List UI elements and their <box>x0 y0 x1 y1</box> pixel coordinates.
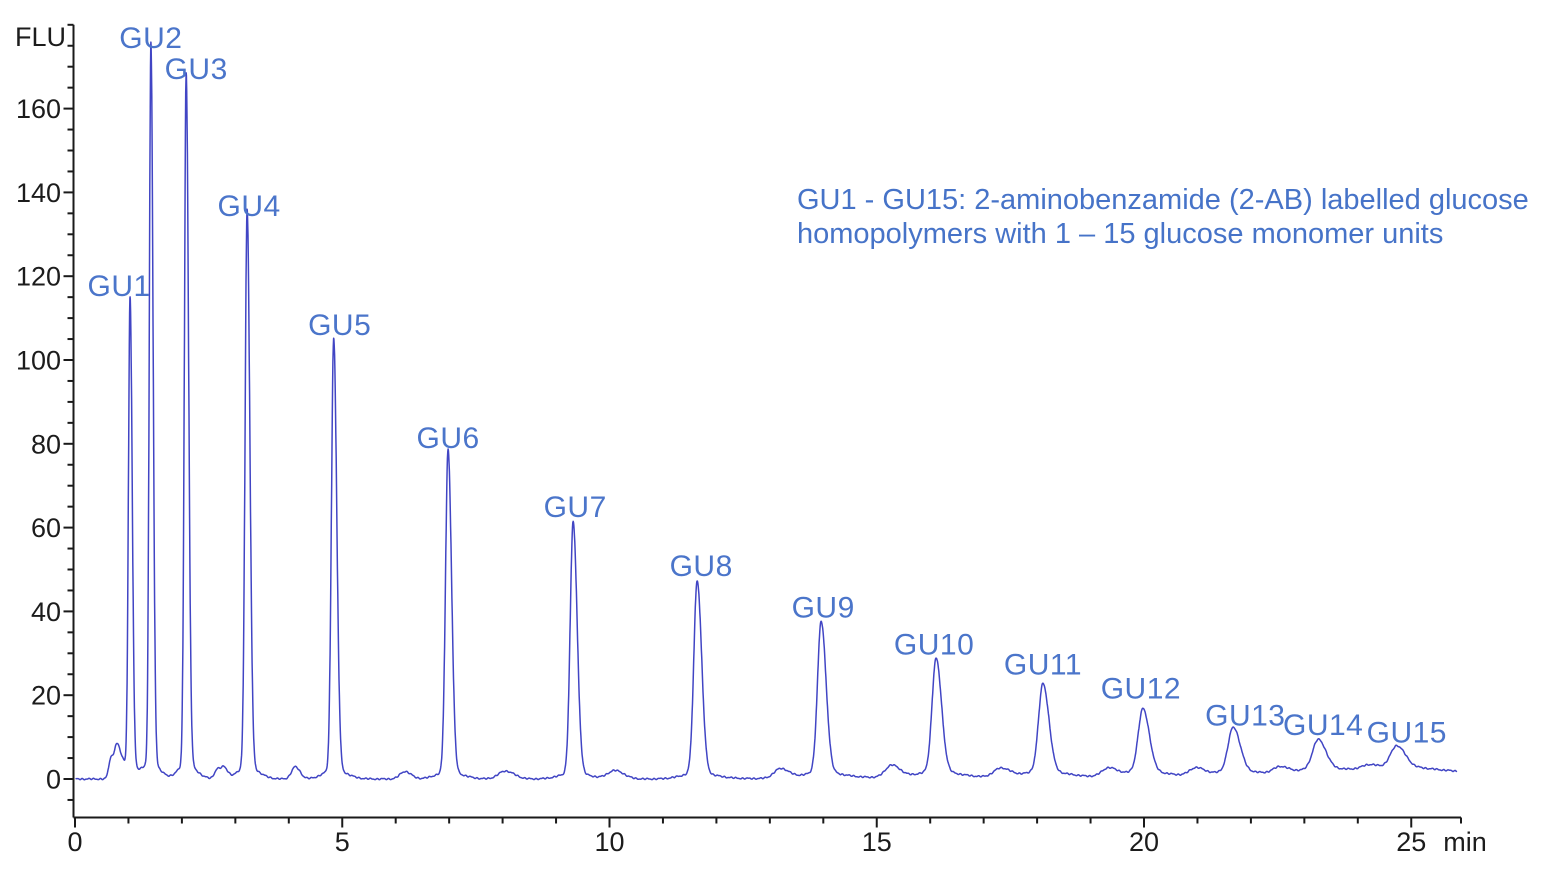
y-tick-label: 60 <box>31 513 61 543</box>
peak-label-gu10: GU10 <box>894 628 974 661</box>
peak-label-gu9: GU9 <box>792 592 855 625</box>
x-tick-label: 20 <box>1129 827 1159 857</box>
peak-label-gu14: GU14 <box>1283 709 1363 742</box>
chromatogram-trace <box>75 41 1458 781</box>
x-axis-unit-label: min <box>1443 827 1487 857</box>
x-tick-label: 5 <box>335 827 350 857</box>
y-tick-label: 100 <box>16 346 61 376</box>
peak-label-gu2: GU2 <box>119 22 182 55</box>
peak-label-gu8: GU8 <box>670 550 733 583</box>
y-tick-label: 40 <box>31 597 61 627</box>
peak-label-gu6: GU6 <box>417 422 480 455</box>
y-tick-label: 0 <box>46 765 61 795</box>
peak-label-gu4: GU4 <box>218 190 281 223</box>
y-tick-label: 120 <box>16 262 61 292</box>
annotation-line-1: GU1 - GU15: 2-aminobenzamide (2-AB) labe… <box>797 184 1529 216</box>
y-tick-label: 160 <box>16 94 61 124</box>
peak-label-gu11: GU11 <box>1004 649 1082 682</box>
x-tick-label: 10 <box>594 827 624 857</box>
axes: 0 20 40 60 80 100 120 140 160 0 5 10 15 20 25 <box>16 23 1462 857</box>
peak-label-gu13: GU13 <box>1205 700 1285 733</box>
annotation-line-2: homopolymers with 1 – 15 glucose monomer… <box>797 218 1443 250</box>
peak-label-gu7: GU7 <box>544 491 607 524</box>
peak-label-gu15: GU15 <box>1367 717 1447 750</box>
y-axis-unit-label: FLU <box>15 22 66 52</box>
peak-label-gu3: GU3 <box>165 53 228 86</box>
x-tick-label: 15 <box>862 827 892 857</box>
peak-label-gu1: GU1 <box>88 270 151 303</box>
y-tick-label: 80 <box>31 429 61 459</box>
y-tick-label: 20 <box>31 681 61 711</box>
peak-label-gu12: GU12 <box>1101 673 1181 706</box>
x-tick-label: 0 <box>67 827 82 857</box>
x-tick-label: 25 <box>1396 827 1426 857</box>
peak-label-gu5: GU5 <box>308 309 371 342</box>
y-tick-label: 140 <box>16 178 61 208</box>
